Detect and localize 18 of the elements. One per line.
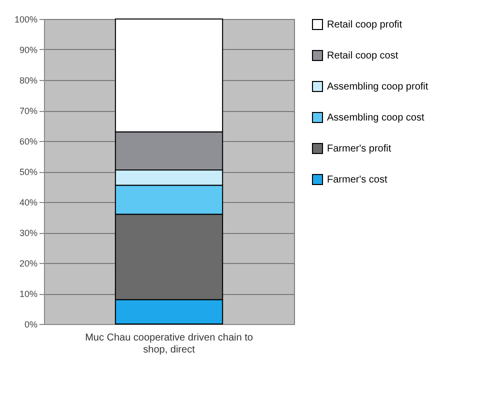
legend-label: Assembling coop profit <box>327 82 428 92</box>
y-tick-label: 70% <box>19 106 38 116</box>
x-tick-label: Muc Chau cooperative driven chain to shop, direct <box>85 332 254 356</box>
legend-label: Farmer's cost <box>327 174 388 186</box>
y-tick-label: 90% <box>19 45 38 55</box>
y-tick-label: 0% <box>24 320 38 330</box>
legend-label: Assembling coop cost <box>327 112 424 124</box>
y-tick-label: 50% <box>19 167 38 177</box>
y-tick-label: 40% <box>19 198 38 208</box>
legend-label: Farmer's profit <box>327 144 392 154</box>
y-tick-label: 30% <box>19 228 38 238</box>
y-tick-label: 100% <box>14 14 38 24</box>
legend-label: Retail coop cost <box>327 50 398 62</box>
y-tick-label: 80% <box>19 76 38 86</box>
legend-label: Retail coop profit <box>327 20 402 30</box>
y-tick-label: 20% <box>19 258 38 268</box>
y-tick-label: 60% <box>19 136 38 146</box>
y-tick-label: 10% <box>19 289 38 299</box>
